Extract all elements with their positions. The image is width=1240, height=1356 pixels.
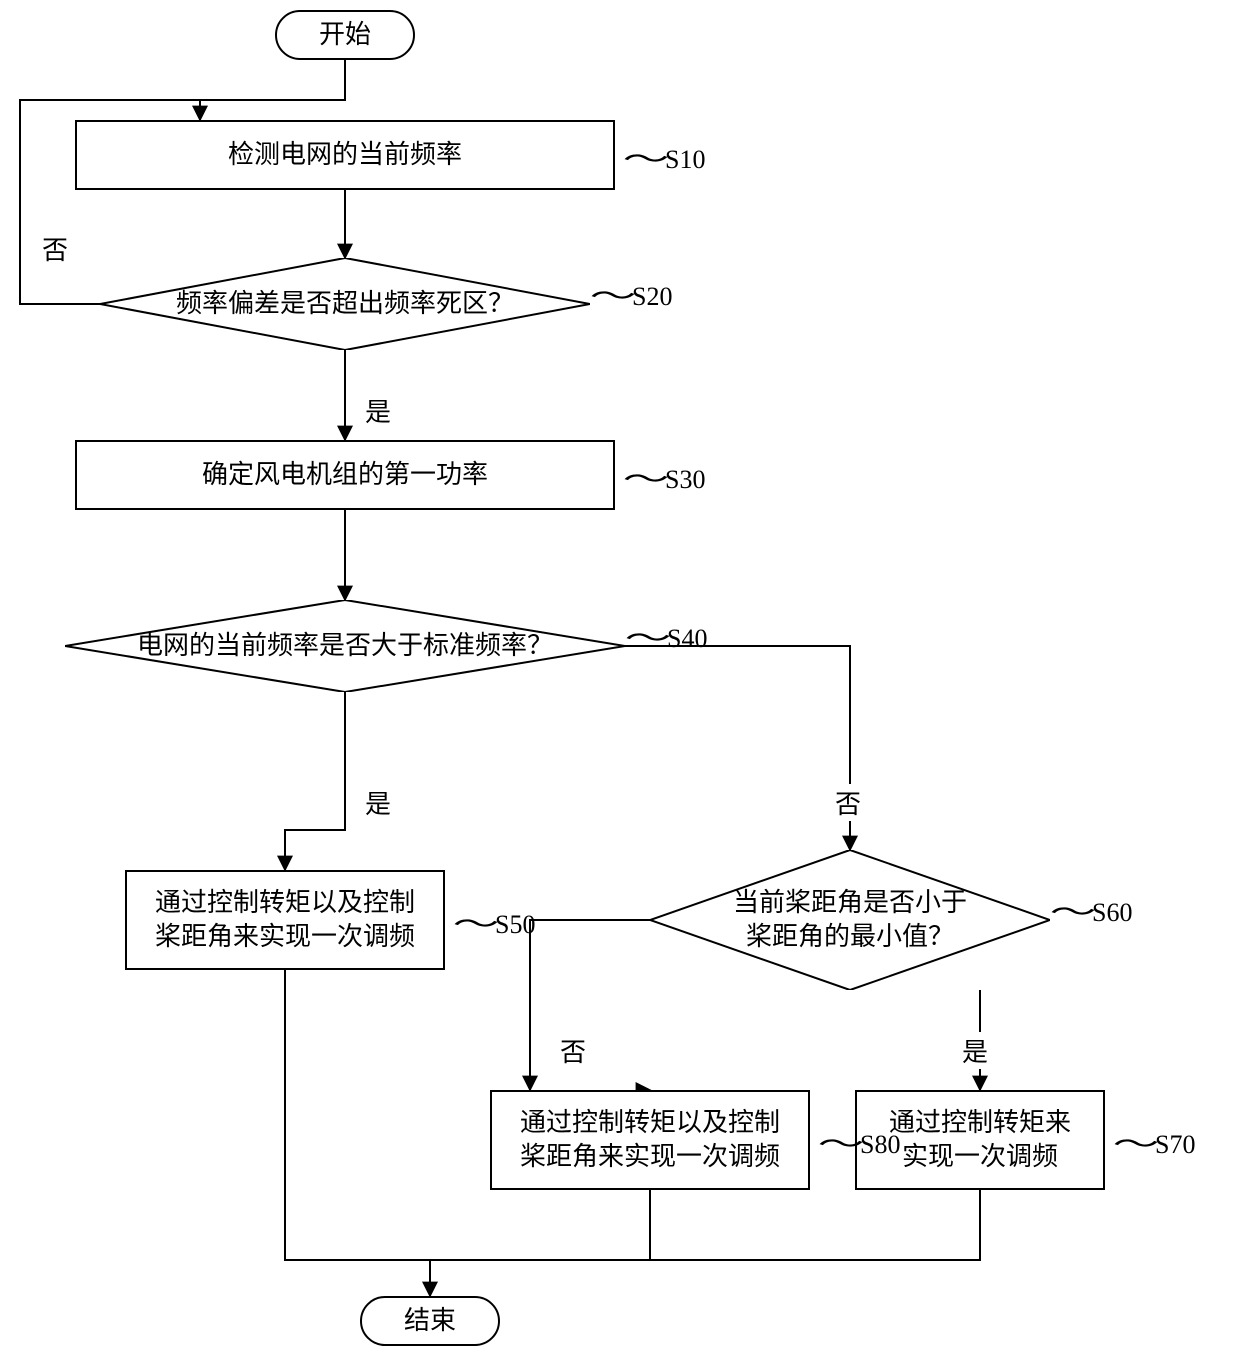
s40-label: 电网的当前频率是否大于标准频率？ <box>65 600 625 692</box>
s70-step-label: 〜S70 <box>1123 1124 1195 1161</box>
edge <box>285 970 430 1296</box>
edge <box>285 692 345 870</box>
s50-step-label: 〜S50 <box>463 904 535 941</box>
s20-decision: 频率偏差是否超出频率死区？ <box>100 258 590 350</box>
s60-label: 当前桨距角是否小于桨距角的最小值？ <box>650 850 1050 990</box>
edge-label-s40_yes: 是 <box>363 784 393 821</box>
end-terminator: 结束 <box>360 1296 500 1346</box>
edge-label-s20_no: 否 <box>40 230 70 267</box>
edge <box>530 920 650 1090</box>
start-terminator: 开始 <box>275 10 415 60</box>
edge <box>625 646 850 850</box>
edge-label-s20_yes: 是 <box>363 392 393 429</box>
s60-decision: 当前桨距角是否小于桨距角的最小值？ <box>650 850 1050 990</box>
s30-step-label: 〜S30 <box>633 459 705 496</box>
s20-label: 频率偏差是否超出频率死区？ <box>100 258 590 350</box>
s30-process: 确定风电机组的第一功率 <box>75 440 615 510</box>
s40-decision: 电网的当前频率是否大于标准频率？ <box>65 600 625 692</box>
s80-step-label: 〜S80 <box>828 1124 900 1161</box>
s50-process: 通过控制转矩以及控制桨距角来实现一次调频 <box>125 870 445 970</box>
s10-process: 检测电网的当前频率 <box>75 120 615 190</box>
s20-step-label: 〜S20 <box>600 276 672 313</box>
s80-process: 通过控制转矩以及控制桨距角来实现一次调频 <box>490 1090 810 1190</box>
s40-step-label: 〜S40 <box>635 618 707 655</box>
edge <box>430 1190 980 1260</box>
edge-label-s60_no: 否 <box>558 1032 588 1069</box>
s60-step-label: 〜S60 <box>1060 892 1132 929</box>
s10-step-label: 〜S10 <box>633 139 705 176</box>
edge <box>430 1190 650 1260</box>
edge-label-s60_yes: 是 <box>960 1032 990 1069</box>
edge-label-s40_no: 否 <box>833 784 863 821</box>
edge <box>200 60 345 120</box>
